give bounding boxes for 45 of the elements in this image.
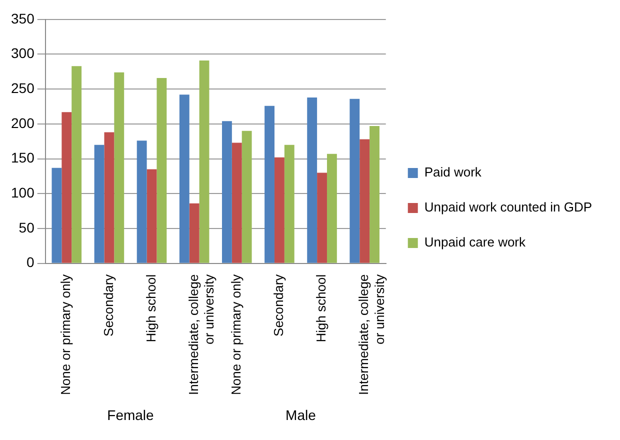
y-tick-label: 50 [18,219,35,236]
bar [307,97,318,263]
bar [156,78,167,263]
bar [94,144,104,263]
bar [136,140,147,263]
text: Male [286,406,316,423]
legend-label: Paid work [424,164,482,180]
bar [146,169,157,263]
bar [350,98,360,263]
legend-label: Unpaid care work [424,234,526,250]
x-tick-label: Intermediate, college or university [186,274,217,396]
bar [326,154,337,263]
bar [114,72,124,263]
bar [264,106,274,263]
x-tick-label: None or primary only [228,274,244,395]
bar [284,144,294,263]
y-tick-label: 250 [11,80,35,96]
legend-label: Unpaid work counted in GDP [424,200,592,215]
y-tick-label: 150 [11,150,35,166]
bar [360,139,370,263]
bar [179,94,190,263]
bar [72,66,82,263]
bar [370,126,380,263]
x-tick-label: None or primary only [58,274,74,395]
bar [52,168,62,263]
x-tick-label: High school [143,274,158,342]
y-tick-label: 300 [11,45,35,62]
y-tick-label: 0 [26,254,35,270]
y-tick-label: 350 [11,10,35,26]
bar [104,132,114,263]
x-tick-label: Secondary [100,274,116,336]
bar [189,203,200,263]
bar [222,121,232,263]
bar [274,157,284,263]
bar [317,172,327,263]
bar [62,112,72,263]
bar [199,60,210,263]
x-tick-label: Secondary [271,274,286,336]
y-tick-label: 200 [11,114,35,131]
x-tick-label: Intermediate, college or university [356,274,387,396]
text: Female [107,406,154,423]
bar [232,142,242,263]
x-tick-label: High school [314,274,329,342]
bar [242,130,252,263]
y-tick-label: 100 [11,184,35,200]
